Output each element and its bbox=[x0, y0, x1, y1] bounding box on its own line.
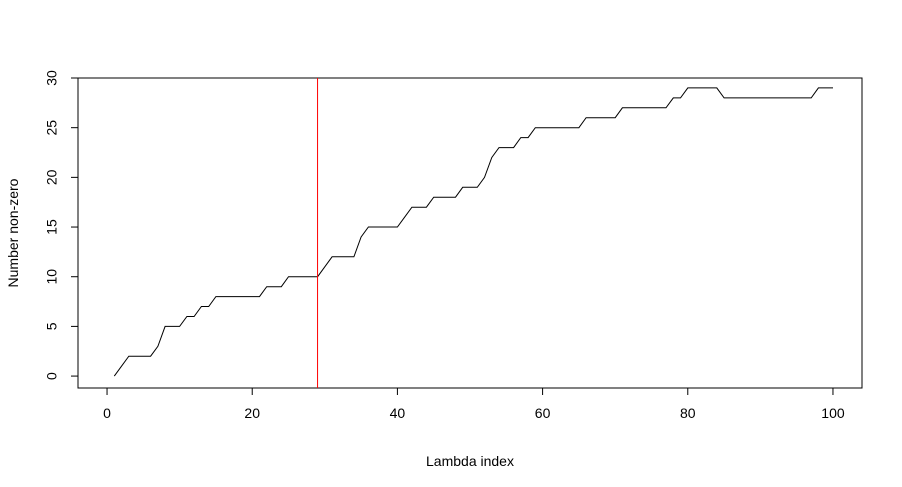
x-tick-label: 0 bbox=[103, 405, 111, 421]
x-tick-label: 80 bbox=[680, 405, 696, 421]
series-line bbox=[113, 87, 833, 377]
y-tick-label: 15 bbox=[44, 219, 60, 235]
axes: 0 20 40 60 80 100 0 5 10 15 20 25 30 bbox=[44, 70, 845, 421]
y-axis-label: Number non-zero bbox=[5, 178, 21, 287]
plot-frame bbox=[77, 77, 863, 389]
y-tick-label: 10 bbox=[44, 269, 60, 285]
x-tick-label: 60 bbox=[535, 405, 551, 421]
x-tick-label: 20 bbox=[244, 405, 260, 421]
x-tick-label: 40 bbox=[390, 405, 406, 421]
series-layer bbox=[113, 87, 833, 377]
x-axis-label: Lambda index bbox=[426, 453, 514, 469]
y-tick-label: 20 bbox=[44, 169, 60, 185]
y-tick-label: 30 bbox=[44, 70, 60, 86]
x-tick-label: 100 bbox=[821, 405, 845, 421]
y-tick-label: 5 bbox=[44, 322, 60, 330]
y-tick-label: 25 bbox=[44, 120, 60, 136]
y-tick-label: 0 bbox=[44, 372, 60, 380]
